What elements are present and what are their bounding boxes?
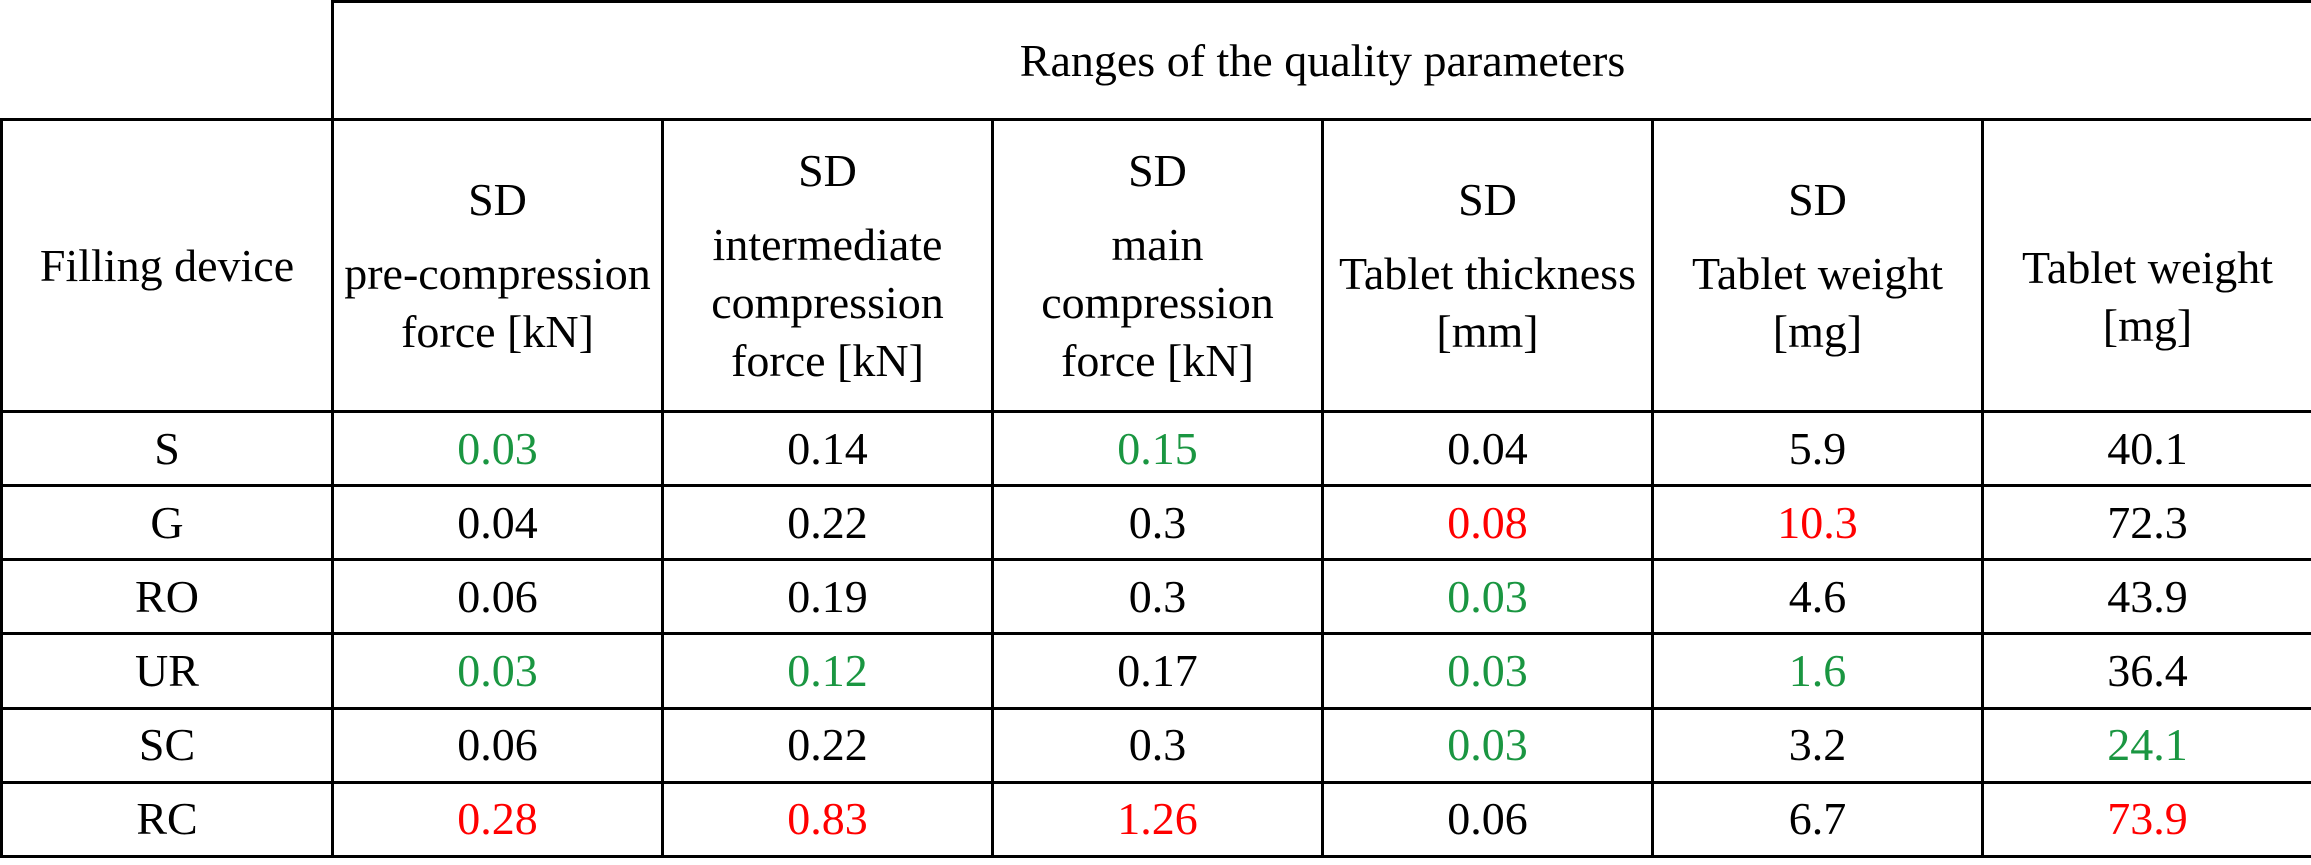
table-row: RC 0.28 0.83 1.26 0.06 6.7 73.9 (0, 780, 2311, 859)
value-cell: 0.03 (331, 409, 664, 488)
row-header: Filling device (0, 118, 334, 413)
column-prefix: SD (1458, 173, 1517, 225)
value-cell: 43.9 (1980, 558, 2311, 636)
column-label: Tablet thickness [mm] (1339, 247, 1636, 357)
column-label: intermediate compression force [kN] (711, 218, 944, 386)
value-cell: 0.3 (991, 706, 1324, 784)
table-row: RO 0.06 0.19 0.3 0.03 4.6 43.9 (0, 558, 2311, 636)
value-cell: 0.17 (991, 632, 1324, 710)
table-row: UR 0.03 0.12 0.17 0.03 1.6 36.4 (0, 632, 2311, 710)
value-cell: 0.19 (661, 558, 994, 636)
table-row: S 0.03 0.14 0.15 0.04 5.9 40.1 (0, 409, 2311, 488)
column-label: Tablet weight [mg] (2022, 241, 2273, 351)
column-label: pre-compression force [kN] (344, 247, 651, 357)
group-header: Ranges of the quality parameters (330, 0, 2311, 121)
device-cell: UR (0, 632, 334, 710)
device-cell: S (0, 409, 334, 488)
value-cell: 3.2 (1651, 706, 1984, 784)
column-header: SD intermediate compression force [kN] (661, 118, 994, 413)
value-cell: 0.06 (331, 558, 664, 636)
value-cell: 0.06 (1321, 780, 1654, 859)
value-cell: 1.26 (991, 780, 1324, 859)
value-cell: 1.6 (1651, 632, 1984, 710)
device-cell: RO (0, 558, 334, 636)
table-body: S 0.03 0.14 0.15 0.04 5.9 40.1 G 0.04 0.22 0.3 0.08… (0, 409, 2311, 859)
table-row: G 0.04 0.22 0.3 0.08 10.3 72.3 (0, 484, 2311, 562)
value-cell: 36.4 (1980, 632, 2311, 710)
value-cell: 0.12 (661, 632, 994, 710)
column-prefix: SD (1128, 144, 1187, 196)
device-cell: RC (0, 780, 334, 859)
value-cell: 0.06 (331, 706, 664, 784)
device-cell: SC (0, 706, 334, 784)
value-cell: 6.7 (1651, 780, 1984, 859)
value-cell: 0.83 (661, 780, 994, 859)
column-header: SD Tablet thickness [mm] (1321, 118, 1654, 413)
table-row: SC 0.06 0.22 0.3 0.03 3.2 24.1 (0, 706, 2311, 784)
value-cell: 4.6 (1651, 558, 1984, 636)
value-cell: 0.14 (661, 409, 994, 488)
value-cell: 10.3 (1651, 484, 1984, 562)
device-cell: G (0, 484, 334, 562)
value-cell: 0.03 (1321, 558, 1654, 636)
value-cell: 0.3 (991, 558, 1324, 636)
column-prefix: SD (468, 173, 527, 225)
column-prefix: SD (798, 144, 857, 196)
column-header: SD pre-compression force [kN] (331, 118, 664, 413)
value-cell: 24.1 (1980, 706, 2311, 784)
value-cell: 40.1 (1980, 409, 2311, 488)
value-cell: 5.9 (1651, 409, 1984, 488)
value-cell: 0.03 (331, 632, 664, 710)
value-cell: 0.3 (991, 484, 1324, 562)
value-cell: 0.03 (1321, 706, 1654, 784)
column-header: Tablet weight [mg] (1980, 118, 2311, 413)
column-label: main compression force [kN] (1041, 218, 1274, 386)
column-prefix: SD (1788, 173, 1847, 225)
value-cell: 0.22 (661, 484, 994, 562)
corner-blank-cell (1, 1, 334, 121)
value-cell: 0.28 (331, 780, 664, 859)
value-cell: 0.03 (1321, 632, 1654, 710)
value-cell: 72.3 (1980, 484, 2311, 562)
value-cell: 0.04 (331, 484, 664, 562)
column-label: Tablet weight [mg] (1692, 247, 1943, 357)
column-header: SD Tablet weight [mg] (1651, 118, 1984, 413)
value-cell: 0.04 (1321, 409, 1654, 488)
value-cell: 0.08 (1321, 484, 1654, 562)
value-cell: 73.9 (1980, 780, 2311, 859)
value-cell: 0.15 (991, 409, 1324, 488)
value-cell: 0.22 (661, 706, 994, 784)
column-header: SD main compression force [kN] (991, 118, 1324, 413)
